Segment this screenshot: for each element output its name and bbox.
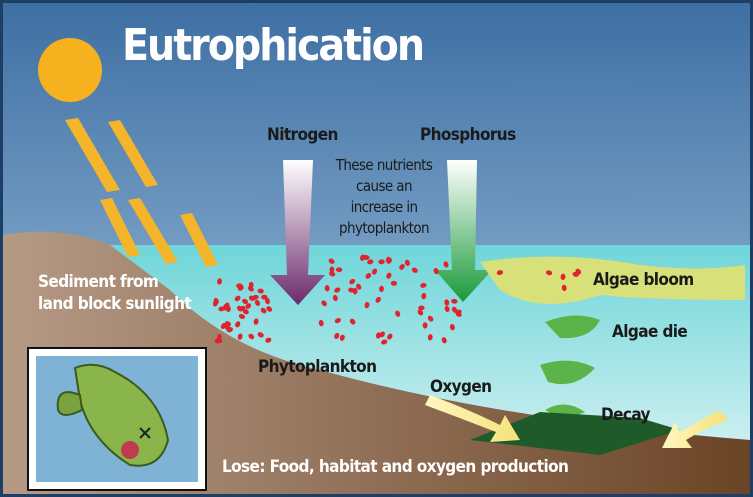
sediment-label: Sediment from xyxy=(38,272,158,292)
note-line: cause an xyxy=(356,177,412,195)
sediment-label: land block sunlight xyxy=(38,294,191,314)
note-line: increase in xyxy=(351,198,418,216)
phosphorus-label: Phosphorus xyxy=(420,125,516,145)
phytoplankton-label: Phytoplankton xyxy=(258,357,376,377)
phytoplankton-dot xyxy=(423,322,428,328)
note-line: These nutrients xyxy=(335,156,433,174)
decay-label: Decay xyxy=(601,405,651,425)
algae-bloom-label: Algae bloom xyxy=(593,270,694,290)
phytoplankton-dot xyxy=(336,267,342,272)
lose-label: Lose: Food, habitat and oxygen productio… xyxy=(222,457,568,477)
page: Eutrophication Nitrogen Phosphorus These… xyxy=(0,0,753,497)
note-line: phytoplankton xyxy=(339,219,429,237)
diagram: Eutrophication Nitrogen Phosphorus These… xyxy=(0,0,753,497)
nitrogen-label: Nitrogen xyxy=(267,125,338,145)
title: Eutrophication xyxy=(122,20,423,71)
oxygen-label: Oxygen xyxy=(430,377,491,397)
sun xyxy=(38,38,102,102)
algae-die-label: Algae die xyxy=(612,322,687,342)
